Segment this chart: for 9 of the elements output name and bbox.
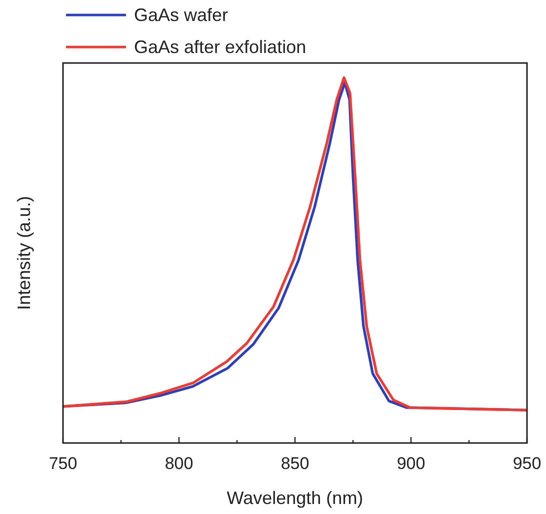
x-tick-label: 850 (280, 454, 310, 473)
x-tick-label: 950 (512, 454, 542, 473)
x-axis-title: Wavelength (nm) (226, 488, 364, 508)
x-tick-label: 800 (164, 454, 194, 473)
x-tick-label: 750 (48, 454, 78, 473)
legend-label: GaAs wafer (134, 5, 228, 25)
legend-label: GaAs after exfoliation (134, 37, 306, 57)
x-tick-label: 900 (396, 454, 426, 473)
y-axis-title: Intensity (a.u.) (14, 196, 34, 310)
